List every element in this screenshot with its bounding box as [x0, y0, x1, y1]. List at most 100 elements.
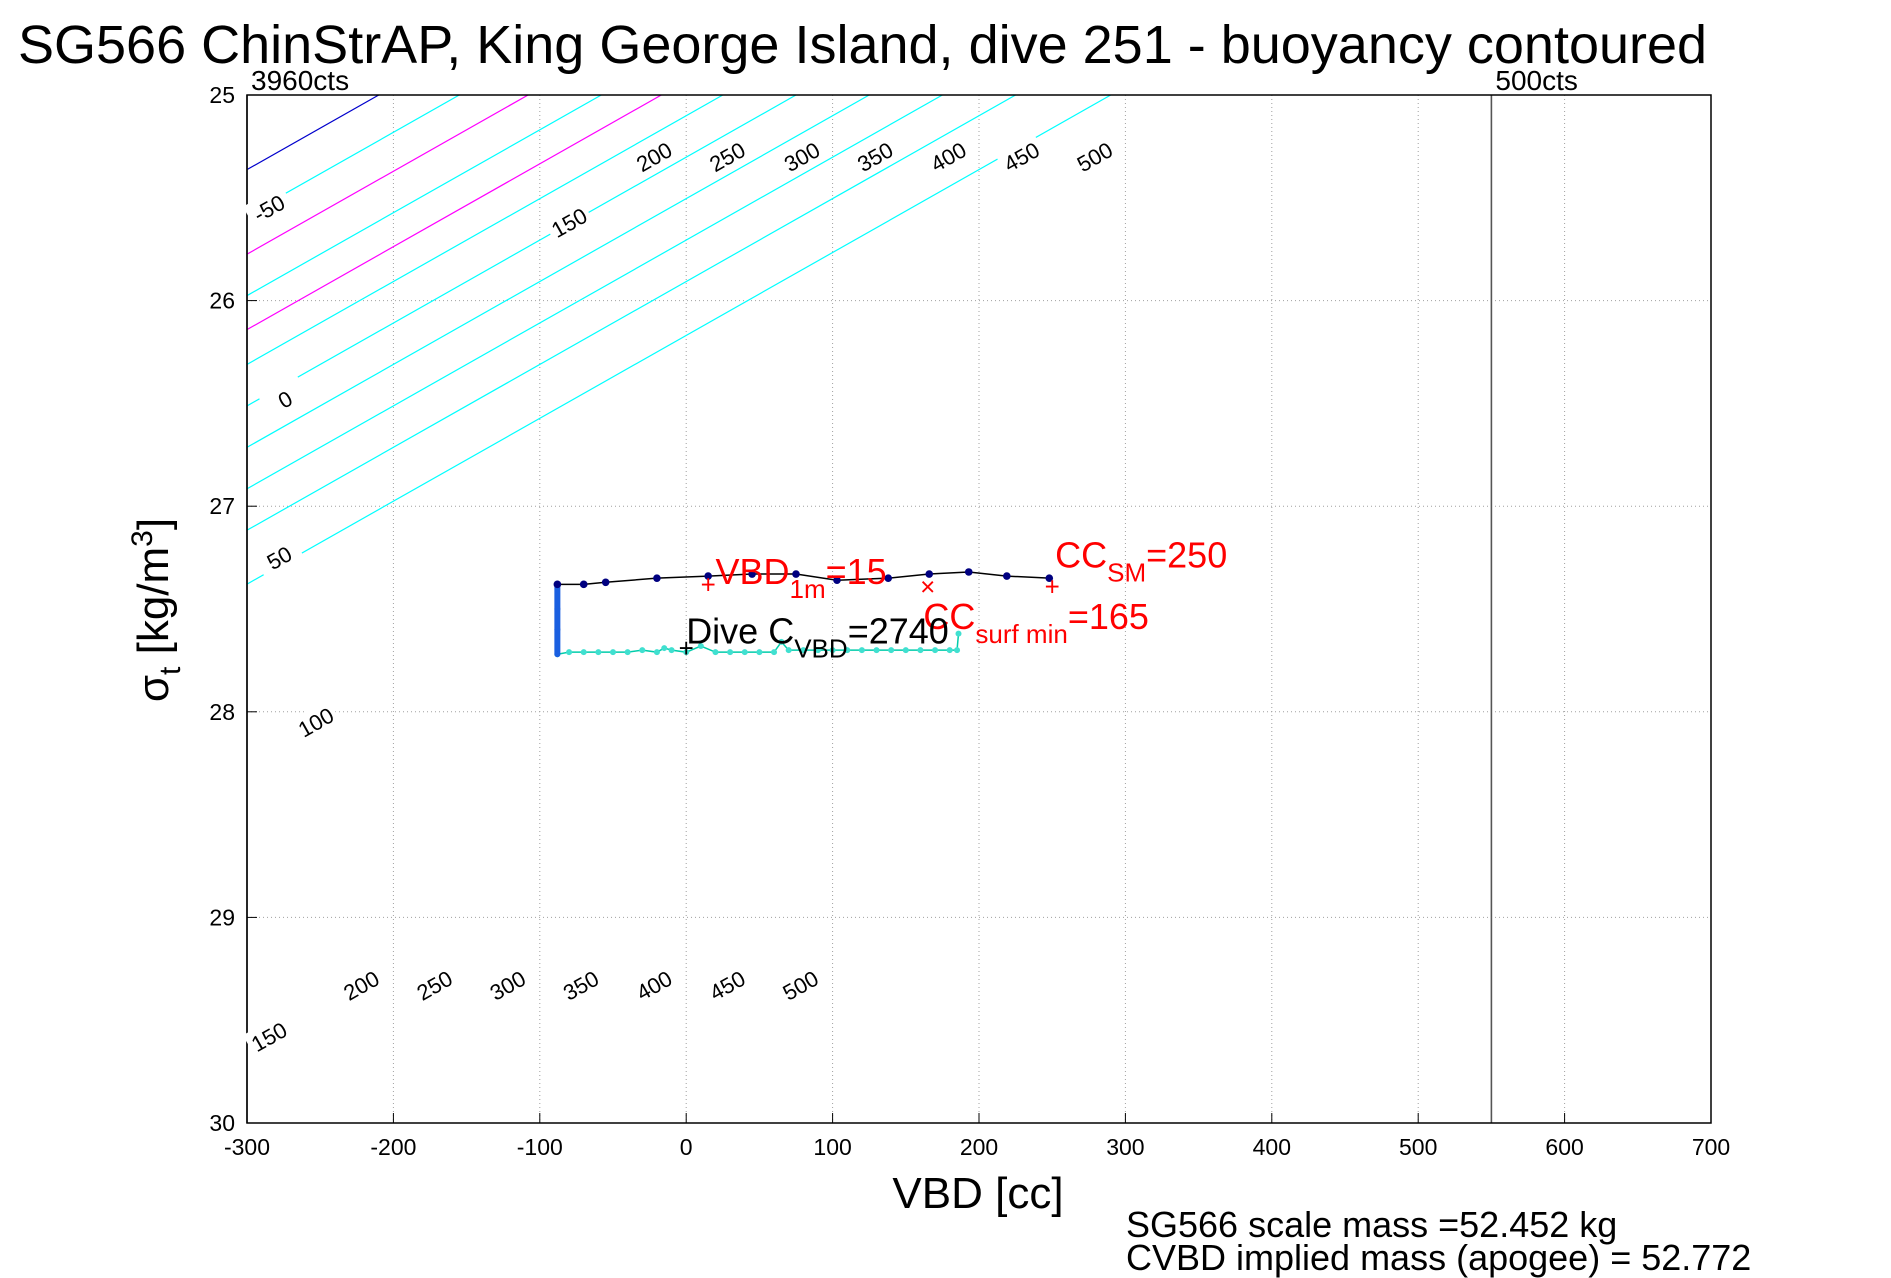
series-point [792, 570, 800, 578]
contour-label-bg [1068, 133, 1120, 178]
y-tick-label: 27 [209, 493, 235, 519]
series-point [579, 580, 588, 589]
series-point [844, 647, 851, 654]
series-point [748, 570, 756, 578]
series-point [858, 647, 865, 654]
x-tick-label: -100 [517, 1134, 563, 1160]
annotation: CCSM=250 [1055, 535, 1227, 588]
contour-line [247, 95, 248, 96]
contour-label-bg [849, 133, 901, 178]
y-axis-subscript: t [154, 666, 187, 675]
contour-label-bg [775, 133, 827, 178]
series-point [668, 647, 675, 654]
annotation-subscript: VBD [794, 634, 847, 664]
annotation-subscript: 1m [790, 574, 826, 604]
series-point [554, 651, 561, 658]
contour-label-bg [335, 962, 387, 1007]
series-point [873, 647, 880, 654]
annotation-main: Dive C [686, 611, 794, 652]
x-tick-label: -300 [224, 1134, 270, 1160]
y-axis-symbol: σ [129, 675, 178, 702]
series-point [829, 647, 836, 654]
annotation-value: =250 [1146, 535, 1227, 576]
contour-label-bg [253, 534, 305, 579]
contour-label-bg [242, 185, 295, 230]
series-point [727, 649, 734, 656]
series-point [778, 638, 785, 645]
x-axis-label: VBD [cc] [892, 1169, 1063, 1218]
series-point [601, 578, 610, 587]
series-point [712, 649, 719, 656]
annotation-value: =2740 [848, 611, 949, 652]
series-point [955, 630, 962, 637]
contour-line [247, 95, 380, 171]
x-tick-label: -200 [370, 1134, 416, 1160]
annotation-value: =165 [1068, 596, 1149, 637]
x-tick-label: 0 [680, 1134, 693, 1160]
series-point [964, 568, 973, 576]
series-point [553, 580, 562, 589]
contour-line [247, 95, 943, 490]
series-point [624, 649, 631, 656]
series-point [925, 570, 934, 578]
series-point [1003, 572, 1011, 580]
series-point [661, 645, 668, 652]
series-point [1045, 574, 1054, 582]
series-point [704, 572, 712, 580]
contour-label-bg [289, 699, 341, 744]
marker: + [1045, 571, 1060, 601]
x-tick-label: 300 [1106, 1134, 1144, 1160]
series-point [554, 606, 561, 612]
contour-label-bg [701, 133, 753, 178]
chart-title: SG566 ChinStrAP, King George Island, div… [18, 15, 1707, 75]
x-tick-label: 200 [960, 1134, 998, 1160]
contour-line [247, 95, 1016, 531]
x-tick-label: 600 [1545, 1134, 1583, 1160]
contour-label-bg [627, 962, 680, 1007]
y-axis-superscript: 3 [126, 530, 159, 547]
contour-line [247, 95, 797, 407]
series-point [697, 643, 704, 650]
y-tick-label: 25 [209, 82, 235, 108]
series-point [800, 647, 807, 654]
annotation-main: CC [1055, 535, 1107, 576]
annotation: CCsurf min=165 [923, 596, 1149, 649]
contour-line [247, 95, 602, 297]
annotation: VBD1m=15 [715, 551, 886, 604]
series-point [917, 647, 924, 654]
series-point [653, 649, 660, 656]
series-point [610, 649, 616, 656]
series-point [833, 576, 841, 585]
series-point [785, 647, 792, 654]
y-tick-label: 29 [209, 904, 235, 930]
series-point [902, 647, 909, 654]
dive-series [553, 568, 1054, 658]
series-point [566, 649, 573, 656]
contour-line [247, 95, 460, 216]
contour-label-bg [242, 1013, 295, 1058]
contour-label-bg [922, 133, 974, 178]
series-point [888, 647, 895, 654]
implied-mass-note: CVBD implied mass (apogee) = 52.772 [1126, 1237, 1752, 1278]
annotation-value: =15 [826, 551, 887, 592]
y-tick-label: 28 [209, 699, 235, 725]
contour-label-bg [259, 376, 311, 421]
series-point [554, 626, 561, 633]
contour-label-bg [627, 133, 680, 178]
series-point [580, 649, 587, 656]
series-point [741, 649, 748, 656]
reference-line-label: 3960cts [251, 65, 349, 96]
contour-line [247, 95, 662, 331]
axis-ticks: -300 -200 -100 0 100 200 300 400 500 600 700 25 26 27… [209, 82, 1730, 1160]
annotation: Dive CVBD=2740 [686, 611, 949, 664]
series-point [639, 647, 646, 654]
contour-label-bg [774, 962, 826, 1007]
marker: × [920, 571, 935, 601]
marker: + [679, 633, 694, 663]
contour-line [247, 95, 724, 366]
annotation-subscript: surf min [975, 619, 1067, 649]
y-axis-unit: [kg/m [129, 547, 178, 667]
